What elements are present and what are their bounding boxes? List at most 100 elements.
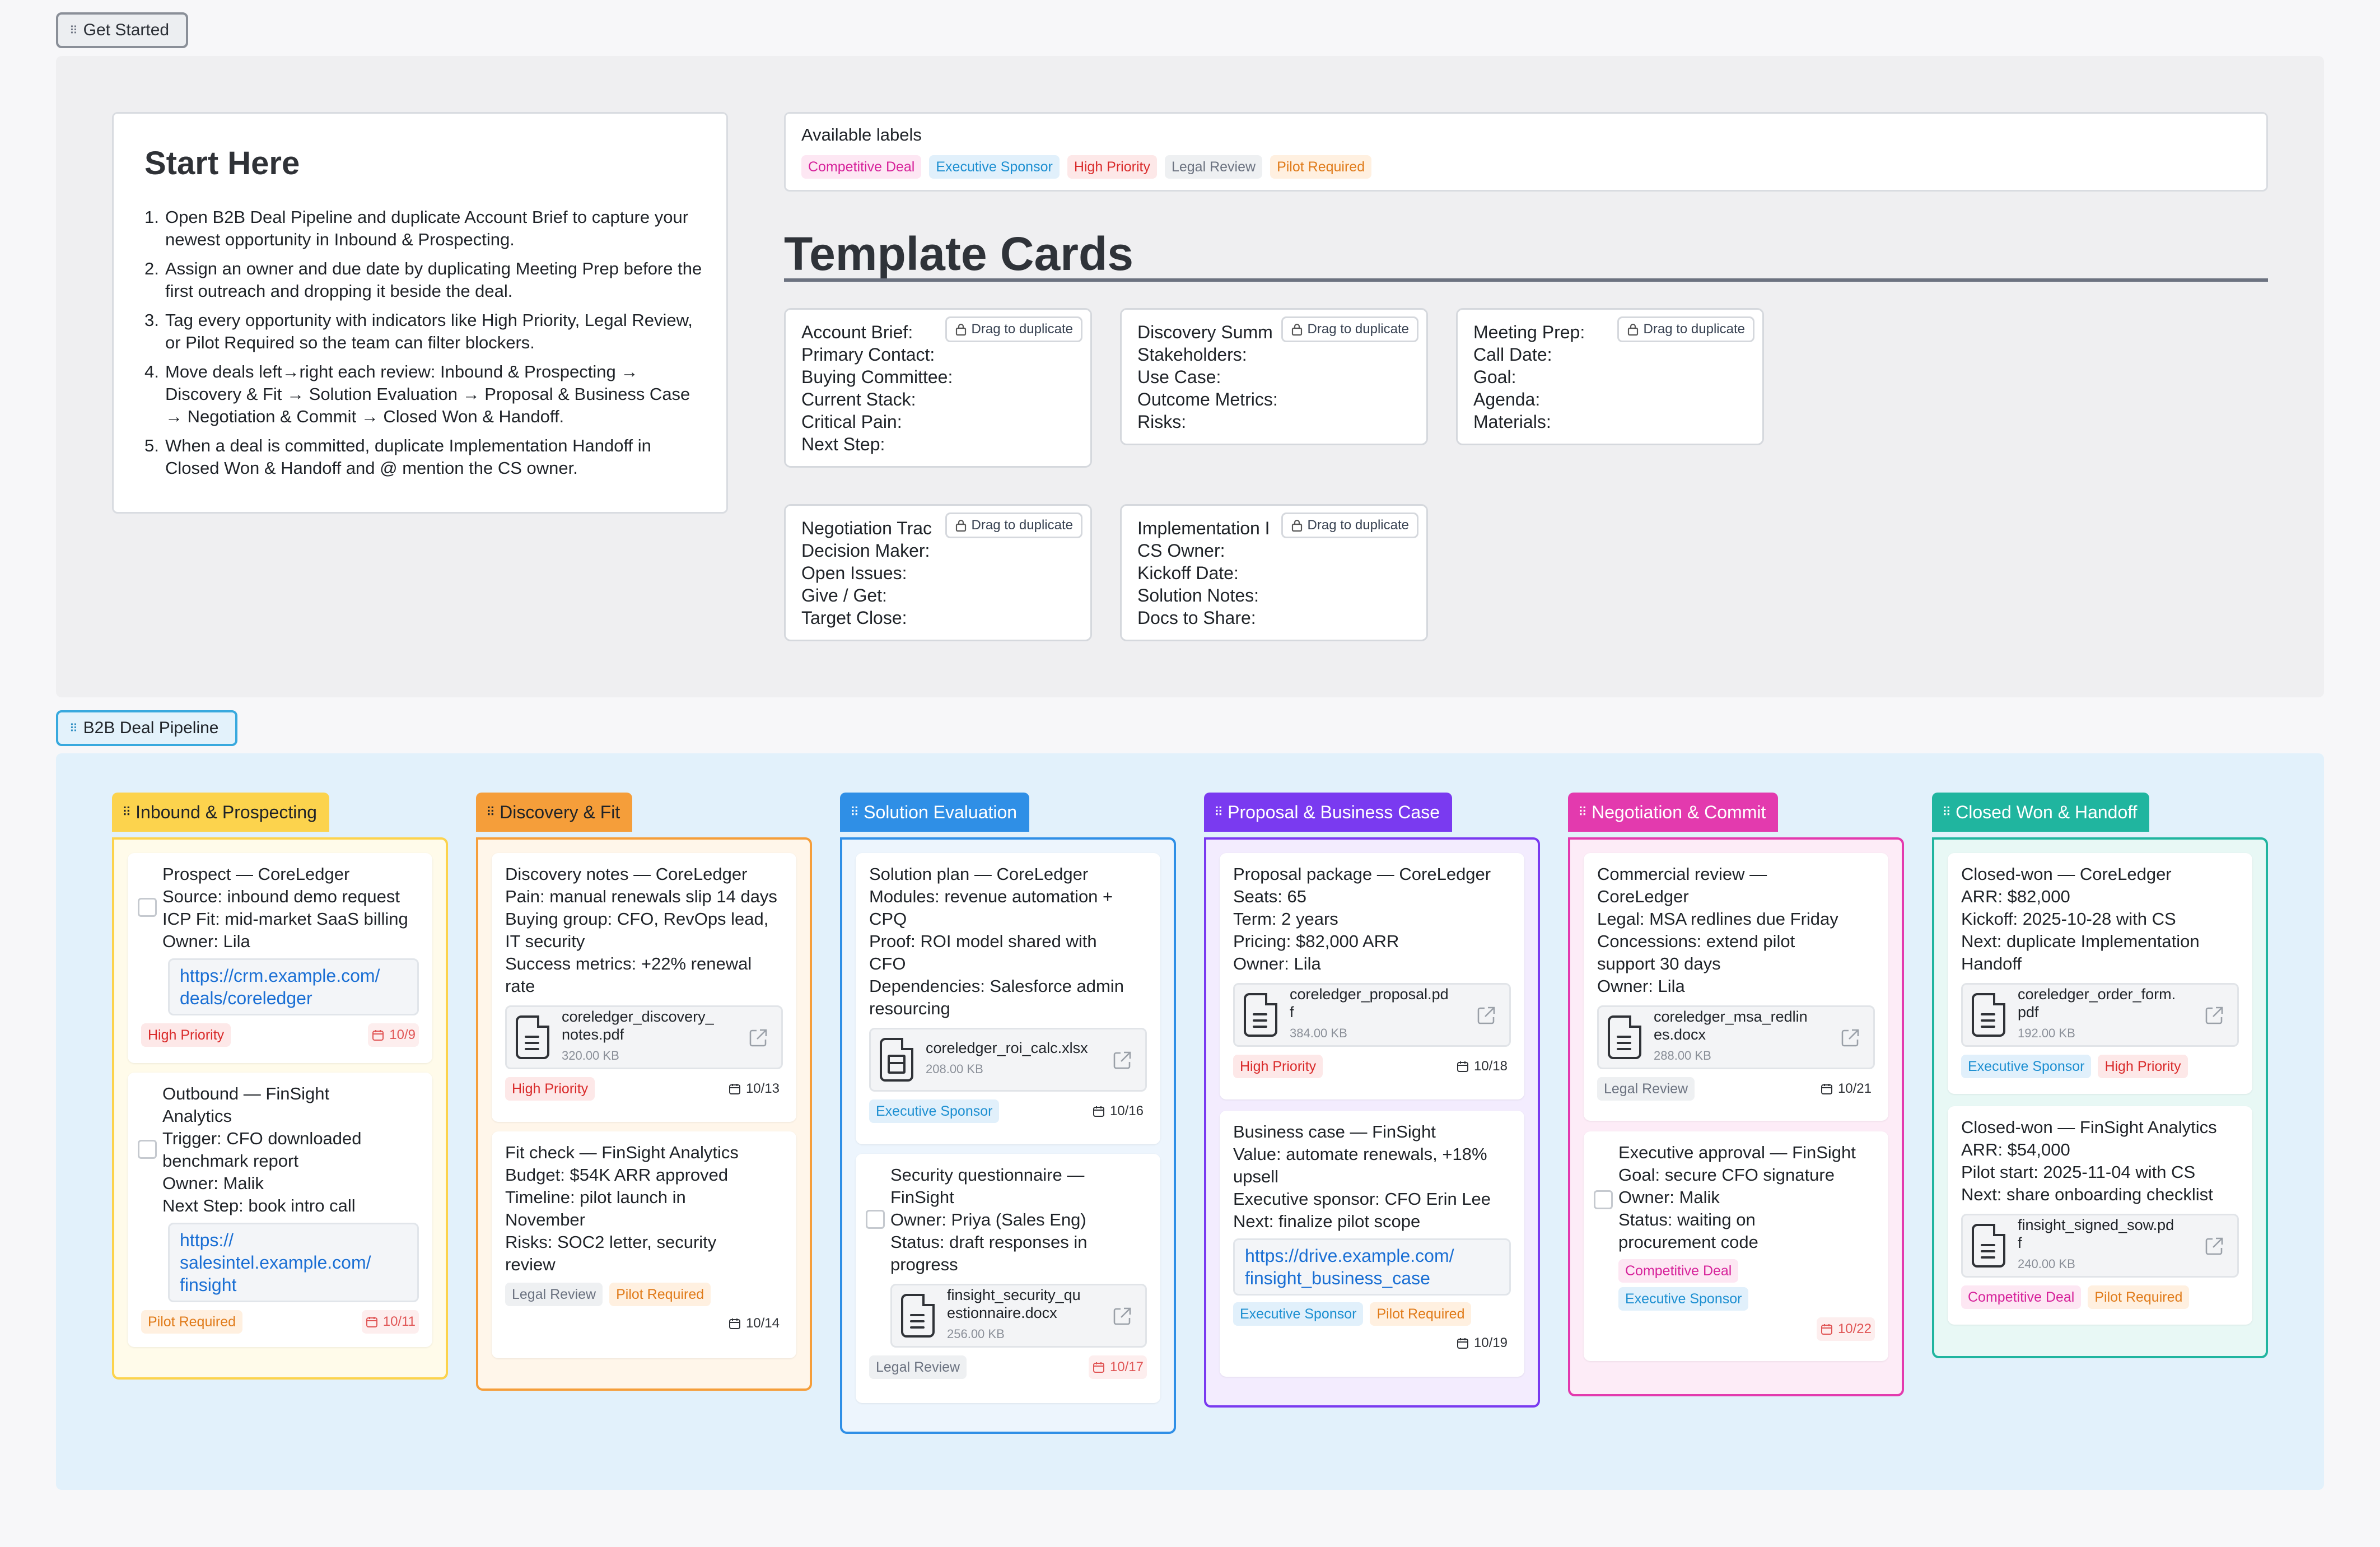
deal-card[interactable]: Outbound — FinSight Analytics Trigger: C… — [128, 1073, 432, 1347]
drag-to-duplicate-button[interactable]: Drag to duplicate — [1617, 316, 1754, 342]
column-header-solution-evaluation[interactable]: ⠿ Solution Evaluation — [840, 793, 1030, 832]
tag-pilot-required[interactable]: Pilot Required — [2088, 1285, 2190, 1309]
column-header-proposal-business-case[interactable]: ⠿ Proposal & Business Case — [1204, 793, 1452, 832]
card-checkbox[interactable] — [138, 898, 157, 917]
due-date[interactable]: 10/18 — [1453, 1055, 1511, 1078]
template-card-negotiation-tracker[interactable]: Negotiation Trac Decision Maker: Open Is… — [784, 504, 1092, 641]
tag-legal-review[interactable]: Legal Review — [505, 1283, 603, 1306]
drag-to-duplicate-button[interactable]: Drag to duplicate — [1281, 316, 1418, 342]
due-date[interactable]: 10/17 — [1088, 1355, 1147, 1379]
open-external-icon[interactable] — [1840, 1027, 1861, 1049]
open-external-icon[interactable] — [2204, 1236, 2225, 1257]
tag-pilot-required[interactable]: Pilot Required — [1370, 1302, 1472, 1326]
template-card-discovery-summary[interactable]: Discovery Summ Stakeholders: Use Case: O… — [1120, 308, 1428, 445]
due-date[interactable]: 10/22 — [1816, 1317, 1875, 1341]
open-external-icon[interactable] — [1112, 1050, 1133, 1071]
file-attachment[interactable]: coreledger_proposal.pd f 384.00 KB — [1233, 983, 1511, 1047]
tag-pilot-required[interactable]: Pilot Required — [141, 1310, 243, 1334]
deal-card[interactable]: Business case — FinSight Value: automate… — [1220, 1111, 1524, 1377]
tag-executive-sponsor[interactable]: Executive Sponsor — [869, 1099, 1000, 1123]
card-tags: Competitive Deal Executive Sponsor — [1618, 1259, 1875, 1311]
frame-tag-b2b-deal-pipeline[interactable]: ⠿ B2B Deal Pipeline — [56, 710, 238, 746]
tag-pilot-required[interactable]: Pilot Required — [609, 1283, 711, 1306]
tag-legal-review[interactable]: Legal Review — [1597, 1077, 1695, 1101]
file-attachment[interactable]: coreledger_order_form. pdf 192.00 KB — [1961, 983, 2239, 1047]
tag-executive-sponsor[interactable]: Executive Sponsor — [1233, 1302, 1364, 1326]
template-card-meeting-prep[interactable]: Meeting Prep: Call Date: Goal: Agenda: M… — [1456, 308, 1764, 445]
tag-high-priority[interactable]: High Priority — [505, 1077, 595, 1101]
card-link[interactable]: https://drive.example.com/ finsight_busi… — [1233, 1238, 1511, 1296]
tag-competitive-deal[interactable]: Competitive Deal — [1961, 1285, 2082, 1309]
label-high-priority[interactable]: High Priority — [1067, 155, 1157, 179]
open-external-icon[interactable] — [2204, 1005, 2225, 1026]
due-date[interactable]: 10/16 — [1089, 1099, 1147, 1123]
drag-to-duplicate-button[interactable]: Drag to duplicate — [1281, 512, 1418, 538]
deal-card[interactable]: Prospect — CoreLedger Source: inbound de… — [128, 853, 432, 1063]
template-cards-divider — [784, 278, 2268, 282]
document-icon — [1972, 993, 2005, 1037]
document-icon — [1244, 993, 1277, 1037]
file-attachment[interactable]: finsight_security_qu estionnaire.docx 256… — [890, 1284, 1147, 1348]
tag-competitive-deal[interactable]: Competitive Deal — [1618, 1259, 1739, 1283]
label-executive-sponsor[interactable]: Executive Sponsor — [929, 155, 1060, 179]
tag-high-priority[interactable]: High Priority — [2098, 1055, 2188, 1078]
deal-card[interactable]: Solution plan — CoreLedger Modules: reve… — [856, 853, 1160, 1144]
tag-executive-sponsor[interactable]: Executive Sponsor — [1961, 1055, 2092, 1078]
tag-legal-review[interactable]: Legal Review — [869, 1355, 967, 1379]
drag-grip-icon: ⠿ — [69, 722, 78, 735]
label-pilot-required[interactable]: Pilot Required — [1270, 155, 1372, 179]
start-here-panel: Start Here 1. Open B2B Deal Pipeline and … — [112, 112, 728, 514]
open-external-icon[interactable] — [748, 1027, 769, 1049]
due-date[interactable]: 10/9 — [368, 1023, 419, 1047]
deal-card[interactable]: Fit check — FinSight Analytics Budget: $… — [492, 1131, 796, 1358]
column-header-negotiation-commit[interactable]: ⠿ Negotiation & Commit — [1568, 793, 1779, 832]
due-date[interactable]: 10/13 — [725, 1077, 783, 1101]
step-item: 3. Tag every opportunity with indicators … — [144, 310, 693, 352]
column-header-closed-won-handoff[interactable]: ⠿ Closed Won & Handoff — [1932, 793, 2150, 832]
tag-executive-sponsor[interactable]: Executive Sponsor — [1618, 1287, 1749, 1311]
start-here-title: Start Here — [144, 145, 300, 181]
template-card-implementation-handoff[interactable]: Implementation I CS Owner: Kickoff Date:… — [1120, 504, 1428, 641]
deal-card[interactable]: Executive approval — FinSight Goal: secu… — [1584, 1131, 1888, 1361]
open-external-icon[interactable] — [1112, 1306, 1133, 1327]
label-competitive-deal[interactable]: Competitive Deal — [801, 155, 922, 179]
card-footer: High Priority 10/18 — [1233, 1055, 1511, 1078]
deal-card[interactable]: Commercial review — CoreLedger Legal: MS… — [1584, 853, 1888, 1121]
label-legal-review[interactable]: Legal Review — [1164, 155, 1263, 179]
drag-to-duplicate-button[interactable]: Drag to duplicate — [945, 512, 1082, 538]
column-header-discovery-fit[interactable]: ⠿ Discovery & Fit — [476, 793, 633, 832]
tag-high-priority[interactable]: High Priority — [1233, 1055, 1323, 1078]
due-date[interactable]: 10/19 — [1453, 1331, 1511, 1355]
due-date[interactable]: 10/14 — [725, 1312, 783, 1335]
deal-card[interactable]: Closed-won — CoreLedger ARR: $82,000 Kic… — [1948, 853, 2252, 1094]
due-date[interactable]: 10/21 — [1817, 1077, 1875, 1101]
drag-to-duplicate-button[interactable]: Drag to duplicate — [945, 316, 1082, 342]
template-card-account-brief[interactable]: Account Brief: Primary Contact: Buying C… — [784, 308, 1092, 468]
file-attachment[interactable]: coreledger_discovery_ notes.pdf 320.00 KB — [505, 1005, 783, 1069]
deal-card[interactable]: Discovery notes — CoreLedger Pain: manua… — [492, 853, 796, 1122]
card-checkbox[interactable] — [1594, 1190, 1613, 1209]
frame-tag-get-started[interactable]: ⠿ Get Started — [56, 12, 189, 48]
calendar-icon — [1457, 1338, 1468, 1349]
file-attachment[interactable]: coreledger_roi_calc.xlsx 208.00 KB — [869, 1028, 1147, 1092]
card-checkbox[interactable] — [866, 1210, 885, 1229]
file-attachment[interactable]: coreledger_msa_redlin es.docx 288.00 KB — [1597, 1005, 1875, 1069]
card-footer: Competitive Deal Pilot Required — [1961, 1285, 2239, 1309]
due-date[interactable]: 10/11 — [361, 1310, 419, 1334]
card-link[interactable]: https://crm.example.com/ deals/coreledge… — [168, 958, 419, 1015]
lock-icon — [1291, 323, 1302, 336]
tag-high-priority[interactable]: High Priority — [141, 1023, 231, 1047]
open-external-icon[interactable] — [1476, 1005, 1497, 1026]
file-attachment[interactable]: finsight_signed_sow.pd f 240.00 KB — [1961, 1214, 2239, 1278]
calendar-icon — [1457, 1061, 1468, 1072]
card-checkbox[interactable] — [138, 1140, 157, 1159]
column-grip-icon: ⠿ — [850, 805, 859, 819]
deal-card[interactable]: Closed-won — FinSight Analytics ARR: $54… — [1948, 1106, 2252, 1325]
deal-card[interactable]: Security questionnaire — FinSight Owner:… — [856, 1154, 1160, 1403]
document-icon — [516, 1015, 549, 1059]
card-footer: High Priority 10/13 — [505, 1077, 783, 1101]
card-footer: 10/14 — [505, 1312, 783, 1335]
deal-card[interactable]: Proposal package — CoreLedger Seats: 65 … — [1220, 853, 1524, 1099]
card-link[interactable]: https:// salesintel.example.com/ finsigh… — [168, 1223, 419, 1302]
column-header-inbound-prospecting[interactable]: ⠿ Inbound & Prospecting — [112, 793, 329, 832]
